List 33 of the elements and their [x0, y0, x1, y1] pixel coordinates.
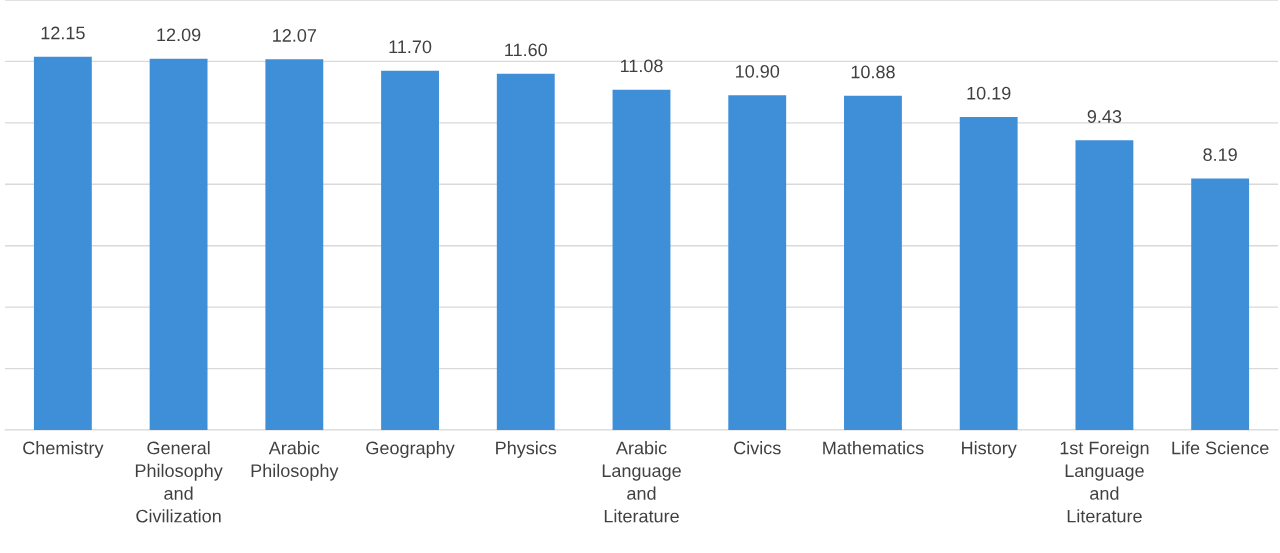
x-tick-label: Arabic Philosophy	[251, 441, 339, 481]
bar	[612, 89, 671, 430]
data-label: 12.15	[41, 26, 85, 40]
data-label: 12.09	[157, 28, 201, 42]
data-label: 9.43	[1087, 110, 1122, 123]
bar	[265, 59, 324, 430]
bar	[959, 117, 1018, 430]
data-label: 8.19	[1203, 148, 1237, 161]
bar	[496, 73, 555, 430]
data-label: 11.60	[505, 43, 547, 57]
bar	[1075, 140, 1134, 430]
data-label: 10.90	[736, 64, 780, 78]
bar	[844, 95, 902, 430]
x-tick-label: General Philosophy and Civilization	[135, 441, 223, 523]
bar	[1191, 178, 1250, 430]
bar	[728, 95, 787, 430]
data-label: 12.07	[273, 29, 317, 42]
x-tick-label: Geography	[366, 441, 455, 458]
x-tick-label: 1st Foreign Language and Literature	[1060, 441, 1149, 523]
x-tick-label: Arabic Language and Literature	[602, 441, 681, 523]
bar	[33, 56, 92, 430]
x-tick-label: Physics	[496, 441, 557, 458]
data-label: 11.08	[620, 59, 663, 73]
x-tick-label: History	[962, 441, 1017, 458]
x-tick-label: Mathematics	[823, 441, 924, 455]
x-tick-label: Life Science	[1172, 441, 1269, 455]
data-label: 11.70	[389, 40, 432, 54]
x-tick-label: Chemistry	[23, 441, 104, 458]
bar	[381, 70, 439, 430]
x-tick-label: Civics	[734, 441, 781, 455]
data-label: 10.88	[851, 65, 895, 79]
data-label: 10.19	[967, 86, 1011, 100]
bar	[149, 58, 208, 430]
